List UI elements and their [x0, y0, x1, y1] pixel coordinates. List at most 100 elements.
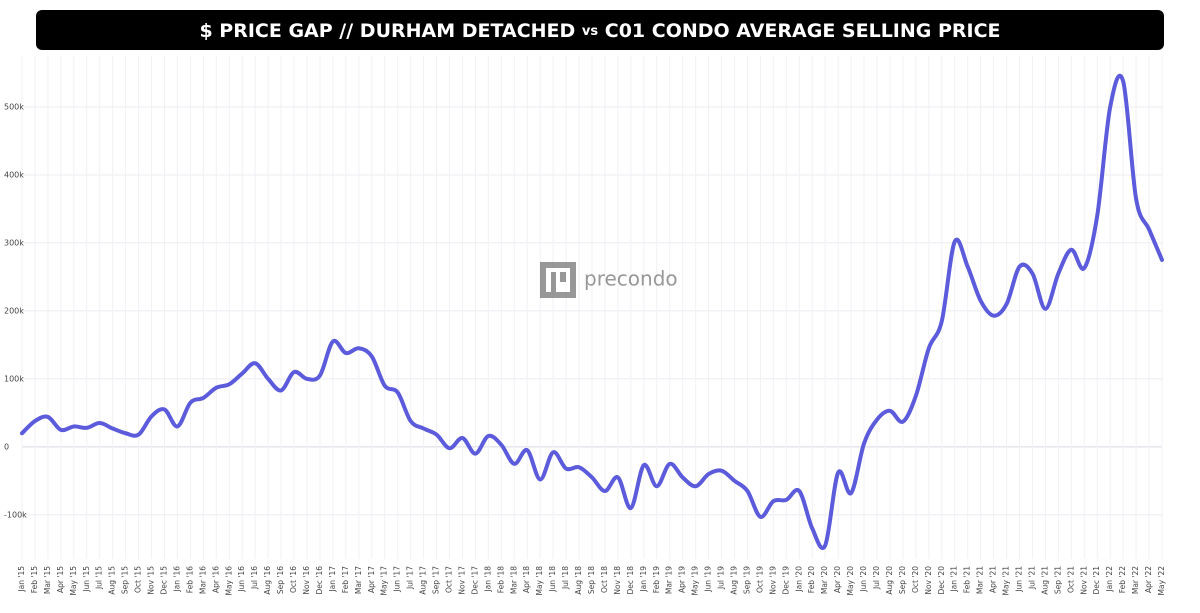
- x-tick-label: Dec '20: [937, 566, 946, 595]
- x-tick-label: Mar '19: [665, 566, 674, 594]
- x-tick-label: Oct '16: [289, 566, 298, 593]
- watermark-icon-bar: [551, 272, 556, 292]
- x-tick-label: May '18: [535, 566, 544, 596]
- x-tick-label: May '19: [691, 566, 700, 596]
- x-tick-label: Jul '20: [872, 566, 881, 590]
- x-tick-label: Nov '20: [924, 566, 933, 595]
- x-tick-label: May '15: [69, 566, 78, 596]
- x-tick-label: Sep '18: [587, 566, 596, 594]
- x-tick-label: Mar '20: [820, 566, 829, 594]
- x-tick-label: Dec '16: [315, 566, 324, 595]
- x-tick-label: Nov '18: [613, 566, 622, 595]
- x-tick-label: Dec '17: [470, 566, 479, 595]
- x-tick-label: Apr '20: [833, 566, 842, 593]
- x-tick-label: Dec '18: [626, 566, 635, 595]
- x-tick-label: May '22: [1157, 566, 1166, 596]
- y-tick-label: 400k: [4, 170, 24, 179]
- x-tick-label: Apr '22: [1144, 566, 1153, 593]
- x-tick-label: Jul '19: [717, 566, 726, 590]
- x-tick-label: Sep '16: [276, 566, 285, 594]
- x-tick-label: May '17: [380, 566, 389, 596]
- x-tick-label: Jan '18: [483, 566, 492, 593]
- x-tick-label: Jan '17: [328, 566, 337, 593]
- x-tick-label: Aug '15: [108, 566, 117, 595]
- x-tick-label: Apr '17: [367, 566, 376, 593]
- x-tick-label: Mar '21: [976, 566, 985, 594]
- x-tick-label: Oct '15: [134, 566, 143, 593]
- x-tick-label: Oct '20: [911, 566, 920, 593]
- x-tick-label: Jul '17: [406, 566, 415, 590]
- x-tick-label: Jul '15: [95, 566, 104, 590]
- x-tick-label: Aug '17: [419, 566, 428, 595]
- x-tick-label: Jan '21: [950, 566, 959, 593]
- x-tick-label: Mar '18: [509, 566, 518, 594]
- y-tick-label: 200k: [4, 306, 24, 315]
- x-tick-label: Jan '15: [17, 566, 26, 593]
- x-tick-label: Aug '21: [1040, 566, 1049, 595]
- x-tick-label: Sep '21: [1053, 566, 1062, 594]
- x-tick-label: Sep '17: [432, 566, 441, 594]
- x-tick-label: Oct '18: [600, 566, 609, 593]
- x-tick-label: Mar '16: [198, 566, 207, 594]
- y-tick-label: -100k: [4, 510, 27, 519]
- x-tick-label: Apr '18: [522, 566, 531, 593]
- x-tick-label: Feb '18: [496, 566, 505, 593]
- x-tick-label: Dec '19: [781, 566, 790, 595]
- x-tick-label: Feb '21: [963, 566, 972, 593]
- x-tick-label: Oct '21: [1066, 566, 1075, 593]
- x-tick-label: Jul '16: [250, 566, 259, 590]
- x-tick-label: Feb '17: [341, 566, 350, 593]
- x-tick-label: Apr '16: [211, 566, 220, 593]
- x-tick-label: Jan '16: [172, 566, 181, 593]
- x-tick-label: Jun '19: [704, 566, 713, 593]
- watermark-text: precondo: [584, 267, 678, 291]
- x-tick-label: Jul '21: [1027, 566, 1036, 590]
- y-tick-label: 100k: [4, 374, 24, 383]
- x-tick-label: Nov '17: [457, 566, 466, 595]
- watermark-icon-inner: [546, 268, 570, 292]
- x-tick-label: Mar '15: [43, 566, 52, 594]
- title-main: $ PRICE GAP // DURHAM DETACHED: [199, 20, 575, 42]
- x-tick-label: Nov '16: [302, 566, 311, 595]
- title-rest: C01 CONDO AVERAGE SELLING PRICE: [605, 20, 1001, 42]
- x-tick-label: Dec '15: [160, 566, 169, 595]
- line: [20, 73, 1164, 550]
- x-tick-label: Feb '20: [807, 566, 816, 593]
- x-tick-label: Dec '21: [1092, 566, 1101, 595]
- x-tick-label: Feb '15: [30, 566, 39, 593]
- x-tick-label: Oct '17: [445, 566, 454, 593]
- x-tick-label: Jun '21: [1015, 566, 1024, 593]
- x-tick-label: Nov '15: [147, 566, 156, 595]
- y-tick-label: 300k: [4, 238, 24, 247]
- title-vs: vs: [582, 24, 598, 39]
- x-tick-label: Apr '21: [989, 566, 998, 593]
- x-tick-label: Jun '20: [859, 566, 868, 593]
- x-tick-label: Apr '19: [678, 566, 687, 593]
- x-tick-label: Jun '15: [82, 566, 91, 593]
- x-tick-label: Nov '21: [1079, 566, 1088, 595]
- x-tick-label: Aug '16: [263, 566, 272, 595]
- x-tick-label: Jun '18: [548, 566, 557, 593]
- x-tick-label: May '16: [224, 566, 233, 596]
- x-tick-label: Jan '20: [794, 566, 803, 593]
- y-tick-label: 500k: [4, 102, 24, 111]
- grid: [21, 56, 1163, 559]
- x-tick-label: Apr '15: [56, 566, 65, 593]
- x-tick-label: Sep '15: [121, 566, 130, 594]
- x-tick-label: May '20: [846, 566, 855, 596]
- watermark-icon-bar: [560, 272, 566, 282]
- x-tick-label: Jul '18: [561, 566, 570, 590]
- x-tick-label: Jun '17: [393, 566, 402, 593]
- x-tick-label: Sep '20: [898, 566, 907, 594]
- x-tick-label: Nov '19: [768, 566, 777, 595]
- x-tick-label: Oct '19: [755, 566, 764, 593]
- x-tick-label: May '21: [1002, 566, 1011, 596]
- y-tick-label: 0: [4, 442, 9, 451]
- x-tick-label: Sep '19: [742, 566, 751, 594]
- x-tick-label: Aug '19: [730, 566, 739, 595]
- chart-title: $ PRICE GAP // DURHAM DETACHED vs C01 CO…: [199, 20, 1000, 42]
- x-tick-label: Aug '18: [574, 566, 583, 595]
- watermark: precondo: [540, 262, 678, 298]
